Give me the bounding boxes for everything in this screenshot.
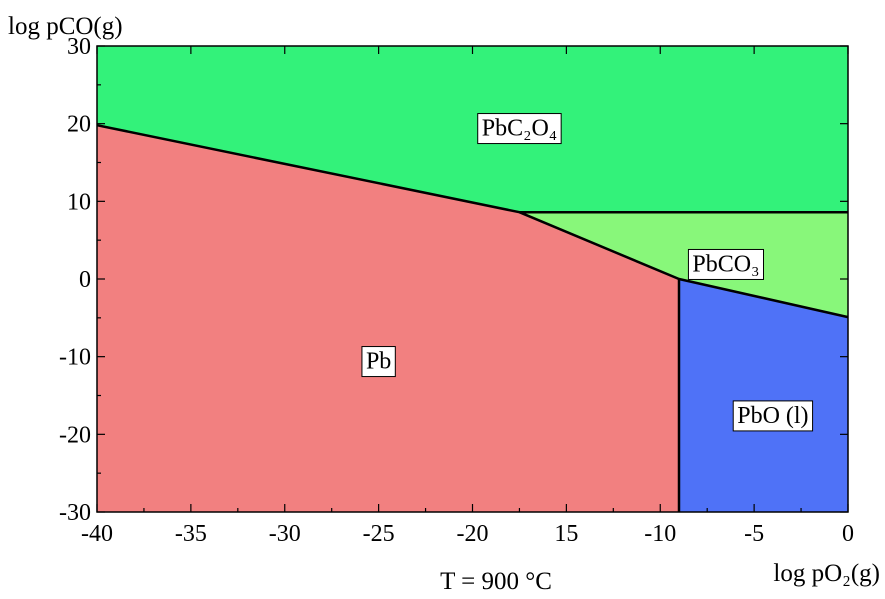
region-pbc-o xyxy=(97,46,848,213)
y-tick-label: -30 xyxy=(59,500,91,526)
label-box xyxy=(732,400,814,432)
phase-regions xyxy=(97,46,848,512)
y-axis-title: log pCO(g) xyxy=(8,13,123,40)
region-label-pbco: PbCO₃ xyxy=(687,248,764,280)
region-label-text: Pb xyxy=(366,349,391,375)
y-tick-label: 20 xyxy=(67,112,91,138)
y-axis-ticks: 30 20 10 0 -10 -20 -30 xyxy=(59,34,848,526)
region-labels: PbC₂O₄ PbCO₃ Pb PbO (l) xyxy=(361,113,814,432)
region-label-pbc-o: PbC₂O₄ xyxy=(477,113,562,145)
x-tick-label: -25 xyxy=(363,521,395,547)
region-pbo-l xyxy=(679,279,848,512)
y-tick-label: 10 xyxy=(67,189,91,215)
temperature-annotation: T = 900 °C xyxy=(440,568,552,595)
region-label-text: PbC₂O₄ xyxy=(482,116,557,142)
x-tick-label: -35 xyxy=(175,521,207,547)
label-box xyxy=(687,248,764,280)
x-tick-label: 15 xyxy=(554,521,578,547)
x-tick-label: 0 xyxy=(842,521,854,547)
region-label-pb: Pb xyxy=(361,346,396,378)
label-box xyxy=(361,346,396,378)
x-axis-title: log pO₂(g) xyxy=(773,560,880,587)
x-tick-label: -10 xyxy=(644,521,676,547)
region-label-text: PbCO₃ xyxy=(692,251,759,277)
label-box xyxy=(477,113,562,145)
region-label-text: PbO (l) xyxy=(737,403,808,429)
y-tick-label: -20 xyxy=(59,422,91,448)
x-tick-label: -20 xyxy=(457,521,489,547)
y-tick-label: -10 xyxy=(59,345,91,371)
region-label-pbo-l: PbO (l) xyxy=(732,400,814,432)
x-tick-label: -40 xyxy=(81,521,113,547)
phase-boundaries xyxy=(96,123,849,512)
y-tick-label: 30 xyxy=(67,34,91,60)
region-pb xyxy=(97,125,679,512)
phase-boundary-1 xyxy=(96,123,849,319)
y-tick-label: 0 xyxy=(79,267,91,293)
region-pbco xyxy=(519,212,848,318)
x-axis-ticks: -40 -35 -30 -25 -20 15 -10 -5 0 xyxy=(81,46,854,547)
x-tick-label: -30 xyxy=(269,521,301,547)
x-tick-label: -5 xyxy=(744,521,764,547)
